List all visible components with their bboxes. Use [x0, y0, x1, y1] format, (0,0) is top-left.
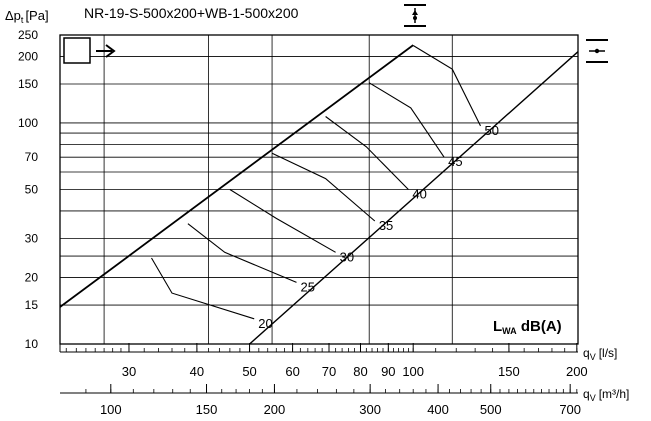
- y-tick-labels: 10 15 20 30 50 70 100 150 200 250: [18, 28, 38, 351]
- x2-tick-label: 150: [196, 402, 218, 417]
- sound-line-40: [325, 116, 409, 190]
- x2-tick-label: 300: [359, 402, 381, 417]
- grid-lines: [60, 34, 578, 345]
- x-tick-label: 70: [322, 364, 336, 379]
- sound-line-label: 50: [485, 123, 499, 138]
- sound-power-label: LWA dB(A): [493, 318, 562, 336]
- x2-tick-label: 700: [559, 402, 581, 417]
- sound-line-label: 30: [340, 249, 354, 264]
- sound-level-lines: 20 25 30 35 40 45 50: [151, 45, 499, 331]
- x2-tick-label: 500: [480, 402, 502, 417]
- x-axis-ls: 30 40 50 60 70 80 90 100 150 200: [59, 343, 588, 379]
- x-tick-label: 100: [402, 364, 424, 379]
- system-curve-upper: [59, 44, 414, 308]
- sound-line-20: [151, 257, 255, 320]
- sound-line-label: 25: [301, 279, 315, 294]
- x-axis-label: qV [l/s]: [583, 346, 617, 362]
- x-tick-label: 150: [498, 364, 520, 379]
- damper-closed-icon: [404, 4, 426, 27]
- chart-title: NR-19-S-500x200+WB-1-500x200: [84, 5, 299, 21]
- y-tick-label: 15: [25, 298, 39, 312]
- y-tick-label: 70: [25, 150, 39, 164]
- sound-line-25: [187, 223, 297, 283]
- y-tick-label: 50: [25, 183, 39, 197]
- system-curve-lower: [249, 51, 579, 345]
- x-tick-label: 80: [353, 364, 367, 379]
- x-axis2-label: qV [m³/h]: [583, 387, 629, 403]
- y-tick-label: 100: [18, 116, 38, 130]
- y-tick-label: 250: [18, 28, 38, 42]
- plot-frame: [59, 34, 579, 345]
- sound-line-45: [368, 82, 445, 158]
- sound-line-50: [412, 45, 481, 127]
- sound-line-label: 20: [258, 316, 272, 331]
- sound-line-label: 35: [379, 218, 393, 233]
- y-tick-label: 20: [25, 270, 39, 284]
- y-axis-label: Δpt [Pa]: [5, 8, 49, 25]
- sound-line-35: [271, 152, 376, 222]
- system-curves: [59, 44, 579, 345]
- x-tick-label: 200: [566, 364, 588, 379]
- x2-tick-label: 400: [427, 402, 449, 417]
- y-tick-label: 30: [25, 232, 39, 246]
- x-tick-label: 40: [190, 364, 204, 379]
- x-axis-m3h: 100 150 200 300 400 500 700: [60, 384, 581, 417]
- sound-line-label: 45: [448, 154, 462, 169]
- y-tick-label: 10: [25, 337, 39, 351]
- airflow-direction-icon: [63, 37, 116, 64]
- x-tick-label: 30: [122, 364, 136, 379]
- sound-line-label: 40: [412, 187, 426, 202]
- y-tick-label: 150: [18, 77, 38, 91]
- x-tick-label: 90: [381, 364, 395, 379]
- x-tick-label: 60: [285, 364, 299, 379]
- x2-tick-label: 200: [264, 402, 286, 417]
- damper-open-icon: [586, 39, 608, 63]
- sound-line-30: [229, 189, 336, 253]
- y-tick-label: 200: [18, 49, 38, 63]
- x2-tick-label: 100: [100, 402, 122, 417]
- x-tick-label: 50: [242, 364, 256, 379]
